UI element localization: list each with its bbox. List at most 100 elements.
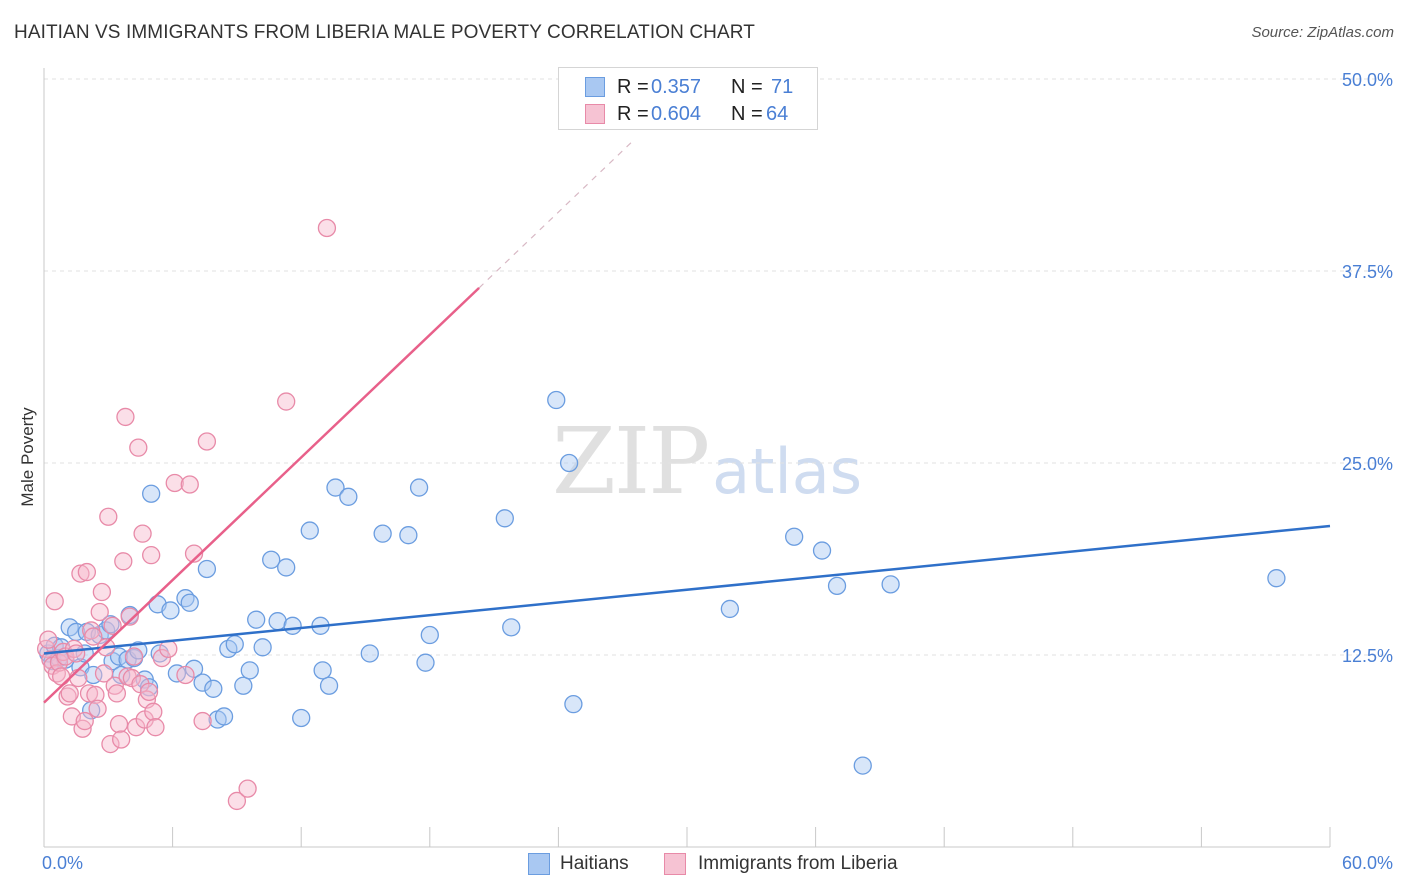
haitian-point bbox=[277, 558, 296, 577]
liberia-point bbox=[101, 734, 120, 754]
haitian-point bbox=[881, 575, 900, 594]
liberia-legend-label: Immigrants from Liberia bbox=[698, 853, 898, 874]
liberia-trend-line bbox=[43, 286, 480, 704]
source-label: Source: ZipAtlas.com bbox=[1251, 24, 1394, 41]
liberia-point bbox=[120, 607, 139, 626]
liberia-point bbox=[77, 562, 97, 582]
y-axis-label: Male Poverty bbox=[18, 407, 37, 507]
haitian-point bbox=[326, 478, 345, 497]
haitian-point bbox=[416, 653, 435, 672]
haitian-point bbox=[283, 616, 302, 635]
haitian-point bbox=[812, 541, 832, 560]
haitian-point bbox=[360, 644, 379, 663]
liberia-point bbox=[107, 684, 127, 703]
haitian-point bbox=[225, 635, 244, 654]
haitian-point bbox=[180, 593, 199, 612]
liberia-point bbox=[90, 602, 109, 622]
haitian-point bbox=[547, 390, 566, 410]
haitian-point bbox=[785, 527, 804, 546]
r-label: R = bbox=[617, 103, 649, 125]
liberia-point bbox=[144, 702, 163, 721]
r-value: 0.604 bbox=[651, 103, 702, 125]
liberia-point bbox=[152, 648, 172, 668]
liberia-point bbox=[197, 432, 217, 451]
liberia-point bbox=[103, 616, 122, 635]
n-label: N = bbox=[731, 76, 763, 98]
haitian-point bbox=[399, 526, 418, 545]
haitian-point bbox=[409, 478, 429, 497]
chart-title: HAITIAN VS IMMIGRANTS FROM LIBERIA MALE … bbox=[14, 22, 755, 43]
x-tick-label: 60.0% bbox=[1342, 853, 1393, 873]
n-label: N = bbox=[731, 103, 763, 125]
liberia-point bbox=[165, 473, 184, 493]
liberia-legend-swatch bbox=[664, 853, 686, 875]
liberia-point bbox=[84, 627, 103, 646]
liberia-point bbox=[39, 630, 58, 649]
haitian-point bbox=[720, 599, 740, 619]
liberia-point bbox=[114, 552, 133, 571]
liberia-point bbox=[92, 582, 112, 602]
liberia-point bbox=[86, 685, 105, 705]
trend-lines bbox=[43, 140, 1331, 704]
y-tick-label: 37.5% bbox=[1342, 262, 1393, 282]
haitian-point bbox=[247, 610, 266, 629]
liberia-point bbox=[88, 699, 107, 718]
haitian-point bbox=[214, 707, 234, 726]
liberia-point bbox=[180, 475, 199, 494]
liberia-point bbox=[67, 644, 86, 663]
haitian-point bbox=[420, 625, 439, 645]
haitian-point bbox=[300, 521, 319, 540]
haitian-point bbox=[502, 618, 521, 637]
haitian-point bbox=[268, 612, 287, 631]
haitian-point bbox=[564, 695, 583, 714]
haitian-point bbox=[204, 679, 223, 698]
liberia-point bbox=[129, 438, 148, 457]
haitian-point bbox=[319, 676, 339, 695]
liberia-trend-extension bbox=[478, 140, 634, 289]
haitian-point bbox=[853, 756, 872, 775]
haitian-point bbox=[262, 550, 281, 569]
liberia-point bbox=[51, 667, 71, 686]
liberia-point bbox=[184, 544, 204, 563]
haitian-point bbox=[1267, 569, 1286, 588]
haitian-point bbox=[313, 661, 332, 680]
haitian-point bbox=[292, 708, 311, 728]
haitian-point bbox=[197, 559, 217, 579]
liberia-point bbox=[94, 664, 114, 683]
x-tick-label: 0.0% bbox=[42, 853, 83, 873]
liberia-point bbox=[277, 392, 296, 411]
liberia-point bbox=[176, 665, 195, 685]
liberia-point bbox=[60, 684, 79, 703]
haitians-trend-line bbox=[43, 524, 1331, 655]
liberia-swatch bbox=[585, 104, 605, 124]
correlation-legend: R = 0.357 N = 71 R = 0.604 N = 64 bbox=[558, 67, 818, 130]
haitian-point bbox=[234, 676, 253, 695]
liberia-point bbox=[124, 647, 144, 666]
haitian-point bbox=[240, 661, 259, 680]
haitian-point bbox=[373, 524, 392, 543]
liberia-point bbox=[79, 684, 99, 703]
haitian-point bbox=[827, 576, 847, 596]
haitians-swatch bbox=[585, 77, 605, 97]
tick-labels: 12.5% 25.0% 37.5% 50.0% 0.0% 60.0% bbox=[42, 70, 1393, 873]
liberia-point bbox=[193, 711, 212, 731]
r-value: 0.357 bbox=[651, 76, 702, 98]
haitian-point bbox=[253, 638, 272, 657]
liberia-point bbox=[142, 546, 161, 565]
liberia-point bbox=[75, 711, 94, 731]
haitian-point bbox=[142, 484, 161, 503]
liberia-point bbox=[109, 714, 129, 734]
liberia-point bbox=[69, 668, 88, 688]
axes bbox=[43, 68, 1331, 848]
n-value: 64 bbox=[766, 103, 789, 125]
grid bbox=[44, 78, 1394, 656]
y-tick-label: 25.0% bbox=[1342, 454, 1393, 474]
haitian-point bbox=[161, 601, 180, 620]
liberia-point bbox=[112, 730, 131, 749]
liberia-point bbox=[238, 779, 257, 798]
liberia-point bbox=[99, 507, 118, 526]
n-value: 71 bbox=[771, 76, 794, 98]
haitians-legend-swatch bbox=[528, 853, 550, 875]
liberia-point bbox=[116, 407, 135, 427]
liberia-point bbox=[146, 718, 165, 737]
